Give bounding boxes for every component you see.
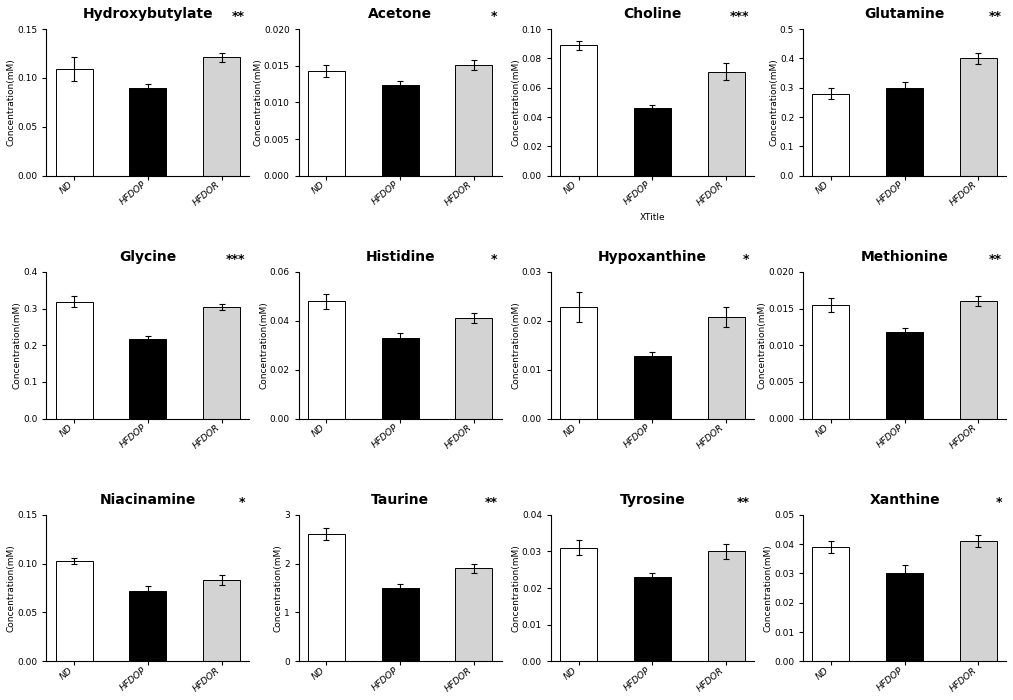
Bar <box>812 94 849 176</box>
Text: *: * <box>996 496 1002 509</box>
Y-axis label: Concentration(mM): Concentration(mM) <box>7 59 16 146</box>
Title: Acetone: Acetone <box>368 7 433 21</box>
Y-axis label: Concentration(mM): Concentration(mM) <box>512 301 521 389</box>
Text: ***: *** <box>226 253 245 266</box>
Title: Glutamine: Glutamine <box>864 7 945 21</box>
Bar <box>308 71 344 176</box>
Text: ***: *** <box>730 10 750 23</box>
Y-axis label: Concentration(mM): Concentration(mM) <box>758 301 767 389</box>
Y-axis label: Concentration(mM): Concentration(mM) <box>259 301 268 389</box>
Bar <box>456 318 492 419</box>
Text: *: * <box>491 253 497 266</box>
Bar <box>382 85 418 176</box>
Title: Hypoxanthine: Hypoxanthine <box>598 250 707 264</box>
Bar <box>708 552 745 662</box>
Bar <box>560 547 597 661</box>
Bar <box>204 307 240 419</box>
Text: *: * <box>491 10 497 23</box>
Y-axis label: Concentration(mM): Concentration(mM) <box>274 544 283 632</box>
Bar <box>56 69 92 176</box>
Bar <box>308 534 344 662</box>
Title: Choline: Choline <box>623 7 682 21</box>
Title: Taurine: Taurine <box>371 493 430 507</box>
Bar <box>960 58 997 176</box>
Bar <box>56 561 92 662</box>
Title: Xanthine: Xanthine <box>869 493 940 507</box>
Bar <box>960 541 997 662</box>
Text: **: ** <box>989 253 1002 266</box>
Title: Hydroxybutylate: Hydroxybutylate <box>83 7 213 21</box>
Y-axis label: Concentration(mM): Concentration(mM) <box>253 59 262 146</box>
Text: **: ** <box>736 496 750 509</box>
Y-axis label: Concentration(mM): Concentration(mM) <box>512 59 521 146</box>
Bar <box>204 57 240 176</box>
Y-axis label: Concentration(mM): Concentration(mM) <box>764 544 773 632</box>
Title: Tyrosine: Tyrosine <box>620 493 685 507</box>
Bar <box>130 591 166 662</box>
Bar <box>886 573 923 662</box>
Bar <box>812 547 849 662</box>
Bar <box>708 71 745 176</box>
Bar <box>812 305 849 419</box>
Bar <box>456 568 492 662</box>
Bar <box>634 577 671 662</box>
Bar <box>708 317 745 419</box>
Bar <box>204 580 240 662</box>
Bar <box>130 340 166 419</box>
Bar <box>382 588 418 662</box>
Bar <box>130 88 166 176</box>
Text: **: ** <box>232 10 245 23</box>
Bar <box>56 302 92 419</box>
Y-axis label: Concentration(mM): Concentration(mM) <box>770 59 778 146</box>
Bar <box>634 356 671 419</box>
Bar <box>560 46 597 176</box>
Bar <box>382 338 418 419</box>
Text: **: ** <box>484 496 497 509</box>
Y-axis label: Concentration(mM): Concentration(mM) <box>512 544 521 632</box>
Bar <box>886 88 923 176</box>
Bar <box>456 65 492 176</box>
Title: Niacinamine: Niacinamine <box>99 493 197 507</box>
Text: **: ** <box>989 10 1002 23</box>
Title: Methionine: Methionine <box>861 250 948 264</box>
Text: *: * <box>744 253 750 266</box>
Title: Glycine: Glycine <box>120 250 176 264</box>
Bar <box>886 332 923 419</box>
Bar <box>560 307 597 419</box>
X-axis label: XTitle: XTitle <box>639 213 666 222</box>
Y-axis label: Concentration(mM): Concentration(mM) <box>7 544 16 632</box>
Text: *: * <box>239 496 245 509</box>
Bar <box>960 301 997 419</box>
Title: Histidine: Histidine <box>366 250 435 264</box>
Bar <box>634 108 671 176</box>
Y-axis label: Concentration(mM): Concentration(mM) <box>13 301 21 389</box>
Bar <box>308 301 344 419</box>
